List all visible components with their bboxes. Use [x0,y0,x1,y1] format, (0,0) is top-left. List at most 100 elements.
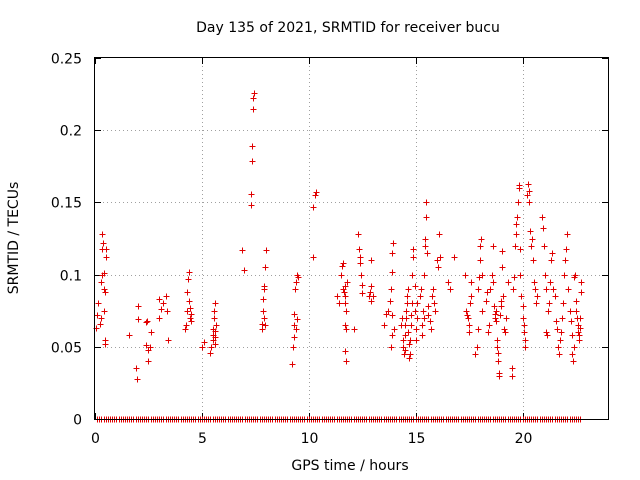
data-point [388,286,395,293]
data-point [553,318,560,325]
y-axis-label: SRMTID / TECUs [6,182,22,295]
data-point [520,315,527,322]
data-point [431,300,438,307]
data-point [351,326,358,333]
data-point [496,373,503,380]
data-point [339,263,346,270]
data-point [97,321,104,328]
data-point [437,254,444,261]
data-point [391,326,398,333]
data-point [103,254,110,261]
data-point [342,293,349,300]
data-point [486,322,493,329]
data-point [557,337,564,344]
data-point [435,264,442,271]
data-point [359,290,366,297]
data-point [495,358,502,365]
data-point [263,247,270,254]
data-point [571,344,578,351]
data-point [503,315,510,322]
data-point [492,315,499,322]
data-point [516,185,523,192]
data-point [145,358,152,365]
data-point [578,289,585,296]
data-point [158,306,165,313]
data-point [290,344,297,351]
data-point [475,286,482,293]
data-point [292,286,299,293]
data-point [165,337,172,344]
data-point [513,231,520,238]
data-point [388,344,395,351]
data-point [212,328,219,335]
data-point [562,257,569,264]
data-point [534,293,541,300]
data-point [94,312,101,319]
data-point [559,315,566,322]
data-point [561,272,568,279]
data-point [487,286,494,293]
data-point [241,267,248,274]
data-point [250,106,257,113]
data-point [510,286,517,293]
data-point [505,279,512,286]
data-point [389,312,396,319]
data-point [100,240,107,247]
data-point [212,300,219,307]
data-point [262,322,269,329]
data-point [515,199,522,206]
data-point [494,344,501,351]
x-tick-label: 5 [198,431,207,447]
data-point [493,308,500,315]
data-point [477,257,484,264]
data-point [201,339,208,346]
data-point [400,337,407,344]
data-point [569,332,576,339]
data-point [248,202,255,209]
data-points [93,90,585,423]
data-point [512,243,519,250]
data-point [213,322,220,329]
data-point [572,272,579,279]
data-point [501,326,508,333]
data-point [462,272,469,279]
data-point [261,283,268,290]
data-point [410,254,417,261]
data-point [530,257,537,264]
data-point [402,332,409,339]
y-tick-label: 0.1 [60,269,82,285]
data-point [368,257,375,264]
data-point [474,344,481,351]
x-tick-label: 0 [91,431,100,447]
data-point [182,326,189,333]
data-point [568,318,575,325]
data-point [524,192,531,199]
data-point [517,272,524,279]
data-point [343,358,350,365]
data-point [522,337,529,344]
data-point [340,260,347,267]
data-point [164,308,171,315]
data-point [156,296,163,303]
data-point [430,286,437,293]
data-point [509,365,516,372]
data-point [103,246,110,253]
data-point [576,337,583,344]
data-point [513,221,520,228]
data-point [560,300,567,307]
x-axis-ticks: 0 5 10 15 20 [91,58,532,447]
data-point [211,308,218,315]
data-point [490,243,497,250]
data-point [405,286,412,293]
data-point [422,243,429,250]
data-point [429,293,436,300]
data-point [208,344,215,351]
data-point [336,300,343,307]
data-point [479,272,486,279]
data-point [406,355,413,362]
data-point [143,319,150,326]
data-point [293,326,300,333]
data-point [499,264,506,271]
x-tick-label: 15 [408,431,426,447]
data-point [424,250,431,257]
